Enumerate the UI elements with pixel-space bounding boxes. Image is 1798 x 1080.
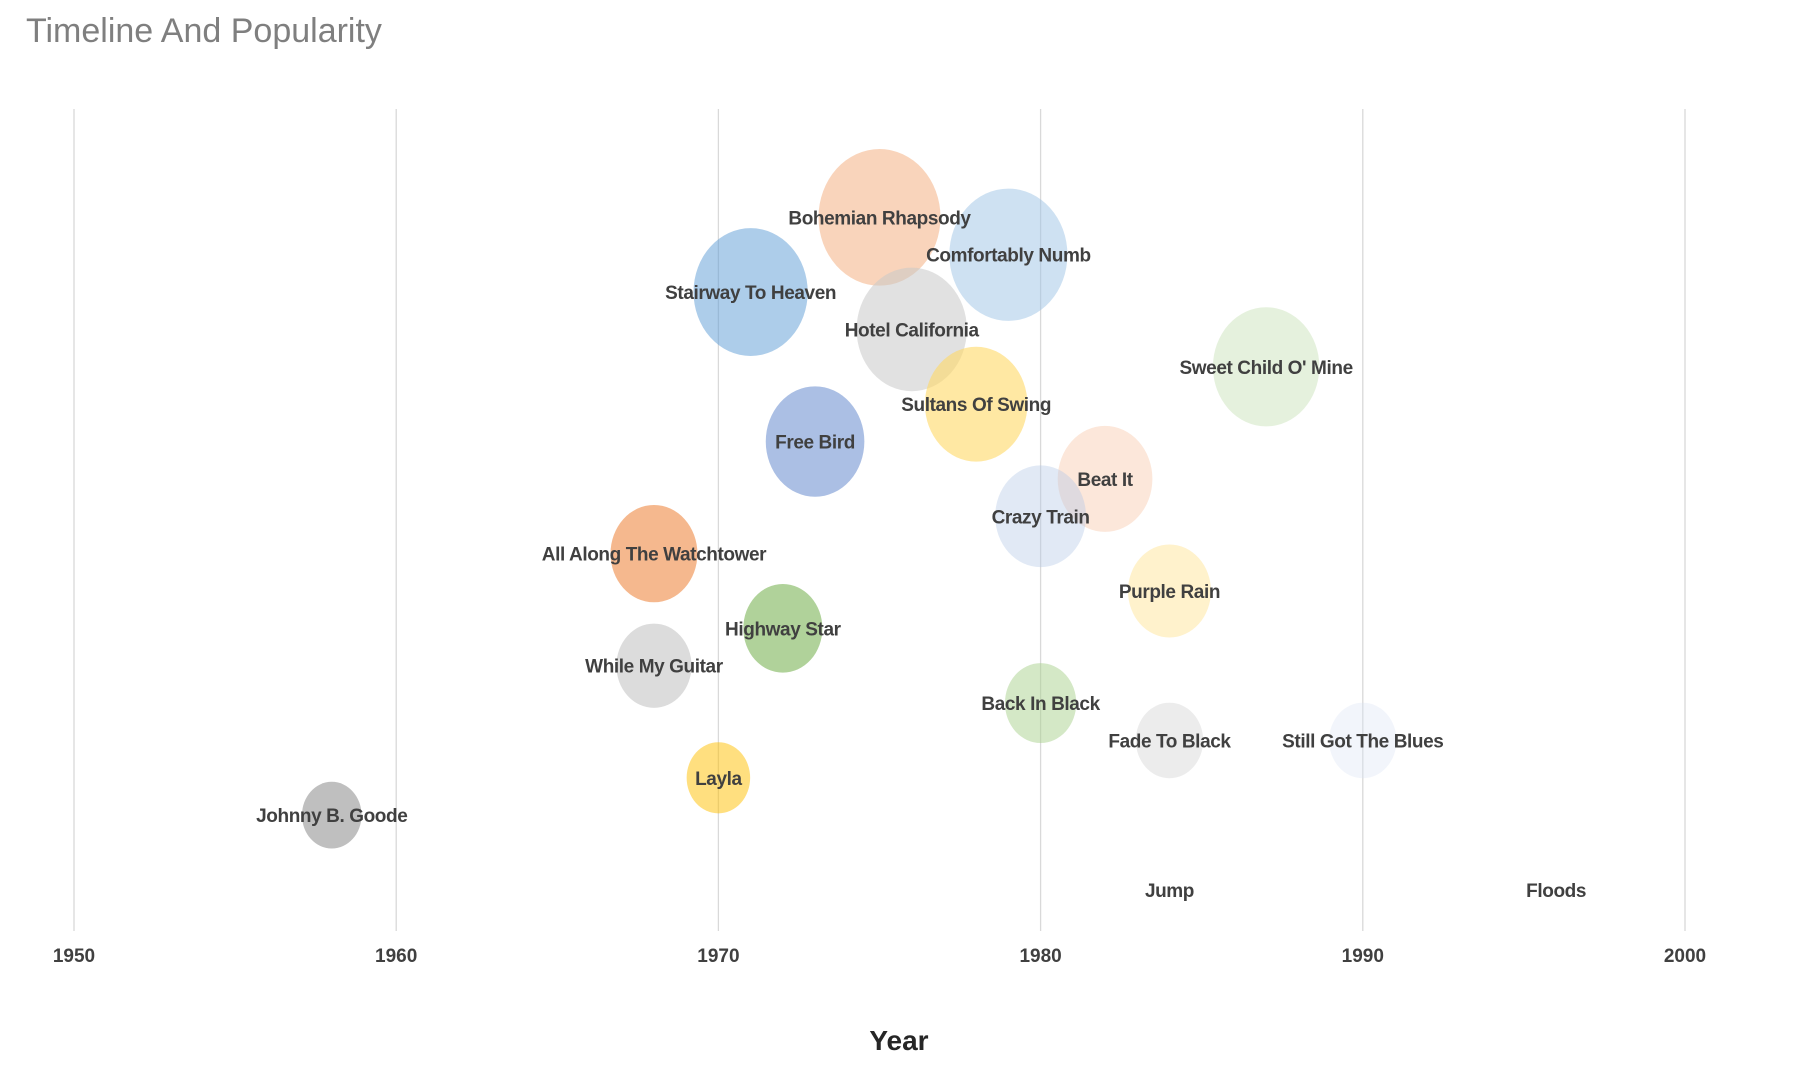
bubble-label: Still Got The Blues bbox=[1282, 731, 1443, 752]
bubble[interactable] bbox=[610, 504, 698, 603]
x-tick-label: 1990 bbox=[1342, 946, 1384, 967]
x-axis-ticks: 1950 1960 1970 1980 1990 2000 bbox=[53, 946, 1706, 967]
bubble-label: Back In Black bbox=[981, 694, 1100, 715]
bubble-label: Johnny B. Goode bbox=[256, 806, 407, 827]
x-axis-label: Year bbox=[869, 1025, 929, 1056]
bubble[interactable] bbox=[1530, 860, 1583, 919]
bubble[interactable] bbox=[995, 465, 1086, 568]
bubble-label: Sultans Of Swing bbox=[901, 395, 1051, 416]
bubble[interactable] bbox=[1057, 425, 1153, 532]
bubbles bbox=[301, 149, 1583, 919]
bubble-label: Layla bbox=[695, 769, 742, 790]
bubble[interactable] bbox=[856, 267, 967, 392]
bubble-label: All Along The Watchtower bbox=[542, 545, 767, 566]
bubble[interactable] bbox=[1143, 860, 1196, 919]
bubble[interactable] bbox=[949, 188, 1068, 321]
x-tick-label: 2000 bbox=[1664, 946, 1706, 967]
bubble-label: While My Guitar bbox=[585, 657, 724, 678]
bubble-label: Stairway To Heaven bbox=[665, 283, 836, 304]
bubble-label: Highway Star bbox=[725, 619, 842, 640]
bubble-label: Beat It bbox=[1077, 470, 1133, 491]
x-tick-label: 1980 bbox=[1019, 946, 1061, 967]
bubble-label: Jump bbox=[1145, 881, 1194, 902]
bubble-label: Hotel California bbox=[845, 320, 980, 341]
bubble[interactable] bbox=[301, 781, 362, 849]
x-tick-label: 1970 bbox=[697, 946, 739, 967]
bubble-label: Crazy Train bbox=[992, 507, 1090, 528]
bubble[interactable] bbox=[1329, 702, 1397, 779]
bubble[interactable] bbox=[1212, 307, 1320, 427]
bubble-label: Floods bbox=[1526, 881, 1586, 902]
bubble-label: Purple Rain bbox=[1119, 582, 1220, 603]
bubble-label: Fade To Black bbox=[1108, 731, 1231, 752]
bubble-label: Comfortably Numb bbox=[926, 246, 1091, 267]
bubble[interactable] bbox=[818, 149, 941, 286]
x-tick-label: 1950 bbox=[53, 946, 95, 967]
bubble[interactable] bbox=[693, 228, 808, 357]
bubble[interactable] bbox=[1004, 663, 1077, 744]
bubble[interactable] bbox=[616, 623, 692, 708]
bubble[interactable] bbox=[1127, 544, 1211, 638]
bubble[interactable] bbox=[743, 584, 823, 673]
bubble[interactable] bbox=[765, 386, 865, 497]
bubble-label: Bohemian Rhapsody bbox=[788, 208, 971, 229]
bubble[interactable] bbox=[924, 346, 1028, 462]
bubble-labels: Bohemian Rhapsody Comfortably Numb Stairwa… bbox=[256, 208, 1586, 902]
x-tick-label: 1960 bbox=[375, 946, 417, 967]
bubble[interactable] bbox=[686, 742, 751, 814]
bubble-label: Sweet Child O' Mine bbox=[1180, 358, 1353, 379]
chart-title: Timeline And Popularity bbox=[26, 12, 382, 50]
bubble-label: Free Bird bbox=[775, 433, 855, 454]
bubble[interactable] bbox=[1135, 702, 1204, 779]
